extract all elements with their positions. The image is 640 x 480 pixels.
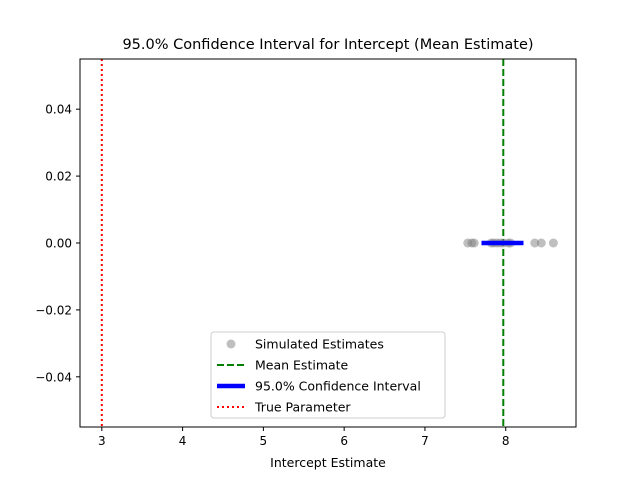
- x-tick-label-5: 8: [502, 434, 510, 448]
- legend-label-2: 95.0% Confidence Interval: [255, 379, 421, 394]
- legend-label-1: Mean Estimate: [255, 358, 349, 373]
- x-tick-label-1: 4: [179, 434, 187, 448]
- legend-label-3: True Parameter: [254, 400, 351, 415]
- x-tick-label-4: 7: [421, 434, 429, 448]
- scatter-point-2: [469, 238, 479, 248]
- scatter-point-11: [536, 238, 546, 248]
- axes: 3 4 5 6 7 8 −0.04 −0.02 0.00 0.02 0.04: [35, 58, 577, 448]
- legend-label-0: Simulated Estimates: [255, 337, 384, 352]
- y-tick-label-0: −0.04: [35, 370, 72, 384]
- legend-box: [210, 331, 446, 419]
- y-tick-label-4: 0.04: [45, 103, 72, 117]
- legend: Simulated Estimates Mean Estimate 95.0% Co…: [210, 331, 446, 419]
- y-tick-label-3: 0.02: [45, 170, 72, 184]
- y-tick-label-2: 0.00: [45, 237, 72, 251]
- scatter-point-10: [530, 238, 540, 248]
- y-tick-label-1: −0.02: [35, 303, 72, 317]
- x-tick-label-2: 5: [260, 434, 268, 448]
- x-axis-label: Intercept Estimate: [270, 455, 386, 470]
- scatter-point-12: [548, 238, 558, 248]
- plot-area: [100, 59, 558, 427]
- chart-title: 95.0% Confidence Interval for Intercept …: [122, 37, 533, 53]
- legend-marker-simulated-estimates: [226, 339, 236, 349]
- x-tick-label-0: 3: [98, 434, 106, 448]
- x-tick-label-3: 6: [340, 434, 348, 448]
